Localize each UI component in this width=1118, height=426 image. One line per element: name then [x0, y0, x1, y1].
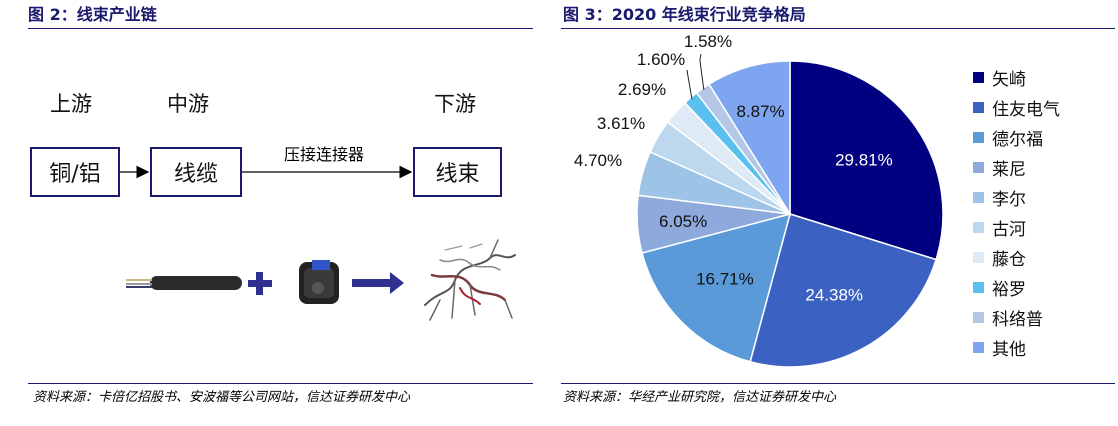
pie-data-label: 8.87%	[736, 102, 784, 121]
legend-item: 矢崎	[973, 62, 1060, 92]
legend-item: 其他	[973, 332, 1060, 362]
pie-slice-10	[708, 60, 791, 217]
pie-legend: 矢崎住友电气德尔福莱尼李尔古河藤仓裕罗科络普其他	[973, 62, 1060, 362]
plus-icon	[248, 272, 272, 295]
source-rule	[28, 383, 533, 384]
legend-swatch	[973, 191, 984, 203]
legend-label: 科络普	[992, 309, 1043, 330]
market-share-panel: 图 3：2020 年线束行业竞争格局 29.81% 24.38% 16.71% 6.0…	[551, 0, 1118, 426]
cable-box: 线缆	[150, 147, 242, 197]
title-rule	[561, 28, 1115, 29]
legend-item: 李尔	[973, 182, 1060, 212]
pie-data-label: 1.58%	[684, 32, 732, 51]
chain-arrows	[120, 165, 516, 321]
legend-swatch	[973, 281, 984, 293]
industry-chain-panel: 图 2：线束产业链 上游 中游 下游 铜/铝 线缆 线束 压接连接器	[0, 0, 538, 426]
legend-swatch	[973, 341, 984, 353]
source-rule	[561, 383, 1115, 384]
pie-data-label: 1.60%	[637, 50, 685, 69]
figure-2-source: 资料来源：卡倍亿招股书、安波福等公司网站，信达证券研发中心	[33, 390, 411, 405]
legend-label: 莱尼	[992, 159, 1026, 180]
legend-item: 裕罗	[973, 272, 1060, 302]
legend-item: 莱尼	[973, 152, 1060, 182]
legend-label: 住友电气	[992, 99, 1060, 120]
figure-3-source: 资料来源：华经产业研究院，信达证券研发中心	[563, 390, 837, 405]
pie-data-label: 29.81%	[835, 151, 893, 170]
pie-slice-3	[641, 212, 792, 363]
pie-slice-2	[749, 213, 938, 368]
figure-2-title: 图 2：线束产业链	[28, 5, 157, 24]
pie-data-label: 3.61%	[597, 114, 645, 133]
legend-label: 古河	[992, 219, 1026, 240]
pie-data-label: 16.71%	[696, 270, 754, 289]
legend-swatch	[973, 71, 984, 83]
pie-data-label: 2.69%	[618, 80, 666, 99]
wire-harness-illustration-icon	[424, 239, 516, 321]
cable-illustration-icon	[126, 276, 242, 290]
legend-label: 其他	[992, 339, 1026, 360]
leader-line	[686, 69, 693, 100]
pie-data-label: 6.05%	[659, 212, 707, 231]
pie-chart: 29.81% 24.38% 16.71% 6.05% 4.70% 3.61% 2.69% 1.…	[574, 32, 944, 368]
leader-line	[699, 53, 705, 91]
pie-data-label: 24.38%	[805, 285, 863, 304]
legend-item: 住友电气	[973, 92, 1060, 122]
downstream-label: 下游	[434, 92, 476, 116]
crimp-connector-label: 压接连接器	[284, 145, 365, 164]
figure-3-title: 图 3：2020 年线束行业竞争格局	[563, 5, 806, 24]
legend-swatch	[973, 131, 984, 143]
midstream-label: 中游	[167, 92, 209, 116]
legend-swatch	[973, 101, 984, 113]
legend-swatch	[973, 311, 984, 323]
harness-box: 线束	[413, 147, 502, 197]
pie-data-label: 4.70%	[574, 151, 622, 170]
legend-swatch	[973, 251, 984, 263]
legend-item: 科络普	[973, 302, 1060, 332]
legend-item: 古河	[973, 212, 1060, 242]
legend-swatch	[973, 221, 984, 233]
legend-label: 李尔	[992, 189, 1026, 210]
pie-slice-1	[789, 60, 944, 261]
legend-label: 矢崎	[992, 69, 1026, 90]
upstream-label: 上游	[50, 92, 92, 116]
legend-item: 德尔福	[973, 122, 1060, 152]
legend-swatch	[973, 161, 984, 173]
title-rule	[28, 28, 533, 29]
connector-illustration-icon	[299, 260, 339, 304]
legend-item: 藤仓	[973, 242, 1060, 272]
legend-label: 裕罗	[992, 279, 1026, 300]
legend-label: 德尔福	[992, 129, 1043, 150]
flow-arrow-icon	[352, 272, 404, 294]
copper-aluminum-box: 铜/铝	[30, 147, 120, 197]
legend-label: 藤仓	[992, 249, 1026, 270]
